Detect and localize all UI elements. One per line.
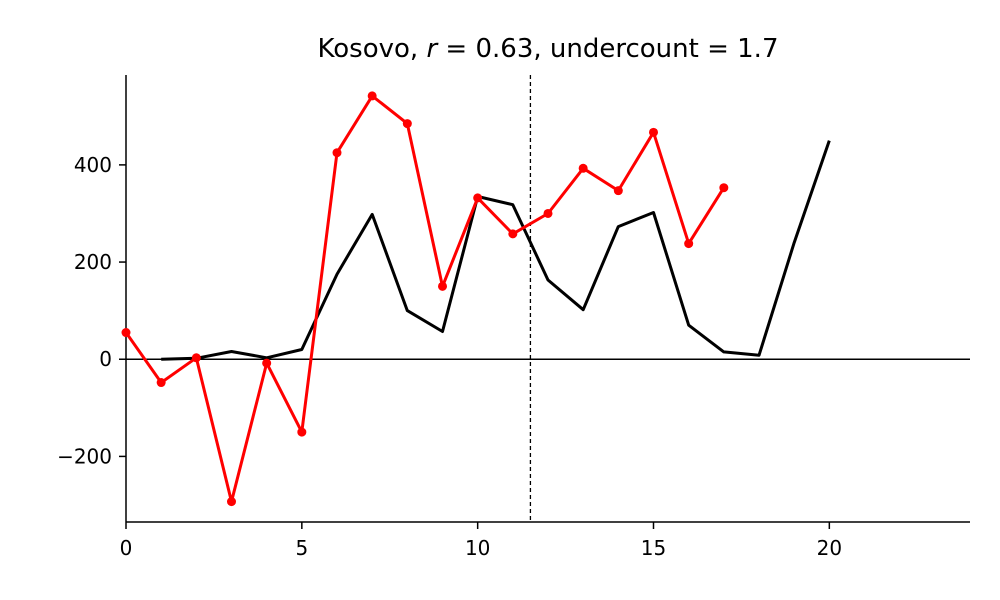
series-line bbox=[124, 94, 726, 504]
data-point bbox=[227, 497, 236, 507]
y-tick-label: 0 bbox=[99, 347, 112, 371]
data-point bbox=[121, 328, 131, 338]
data-point bbox=[473, 193, 483, 203]
series-line bbox=[161, 140, 831, 361]
data-point bbox=[332, 148, 342, 158]
data-point bbox=[719, 183, 729, 193]
data-point bbox=[649, 127, 658, 137]
data-point bbox=[191, 353, 201, 363]
data-point bbox=[508, 229, 518, 239]
y-tick-label: 400 bbox=[74, 153, 112, 177]
data-point bbox=[613, 186, 623, 196]
data-point bbox=[262, 358, 272, 368]
plot-area: 0 5 10 15 20 −200 0 200 400 bbox=[57, 75, 970, 560]
data-point bbox=[684, 239, 694, 249]
x-tick-label: 5 bbox=[295, 536, 308, 560]
data-point bbox=[402, 119, 412, 129]
chart-title-r-part: = 0.63, undercount = 1.7 bbox=[437, 34, 778, 64]
data-point bbox=[156, 378, 166, 388]
data-point bbox=[578, 163, 588, 173]
x-tick-label: 15 bbox=[641, 536, 666, 560]
data-point bbox=[297, 427, 307, 437]
y-tick-label: 200 bbox=[74, 250, 112, 274]
y-tick-label: −200 bbox=[57, 444, 112, 468]
x-tick-label: 10 bbox=[465, 536, 490, 560]
chart-title-prefix: Kosovo, bbox=[318, 34, 427, 64]
chart-title-r-symbol: r bbox=[426, 34, 439, 64]
data-point bbox=[543, 208, 553, 218]
data-point bbox=[438, 281, 447, 291]
data-point bbox=[367, 91, 377, 101]
x-tick-label: 20 bbox=[817, 536, 842, 560]
x-tick-label: 0 bbox=[120, 536, 133, 560]
chart-title: Kosovo, r = 0.63, undercount = 1.7 bbox=[318, 34, 779, 64]
